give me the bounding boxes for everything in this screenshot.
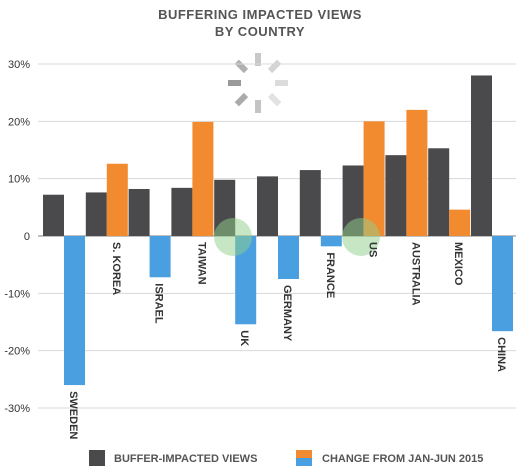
legend-swatch-change-negative xyxy=(296,458,312,466)
legend-swatch-change-positive xyxy=(296,450,312,458)
category-label: TAIWAN xyxy=(195,242,207,285)
y-tick-label: -20% xyxy=(4,346,30,358)
bar-change xyxy=(149,236,171,278)
category-labels: SWEDEN S. KOREA ISRAEL TAIWAN UK GERMANY FRANC… xyxy=(67,242,507,439)
bar-change xyxy=(406,109,428,236)
bar-change xyxy=(278,236,299,279)
bars xyxy=(43,75,513,386)
category-label: GERMANY xyxy=(281,285,293,342)
bar-change xyxy=(363,121,385,236)
bar-buffer-impacted xyxy=(471,75,492,236)
bar-change xyxy=(449,209,471,236)
bar-change xyxy=(320,236,342,247)
category-label: CHINA xyxy=(495,337,507,372)
highlight-circle-us xyxy=(342,218,380,256)
legend-label-change: CHANGE FROM JAN-JUN 2015 xyxy=(322,453,483,465)
highlight-circle-uk xyxy=(214,218,252,256)
category-label: MEXICO xyxy=(452,242,464,286)
bar-change xyxy=(106,163,128,236)
legend-label-buffer: BUFFER-IMPACTED VIEWS xyxy=(114,453,257,465)
category-label: AUSTRALIA xyxy=(409,242,421,306)
y-tick-label: 0 xyxy=(24,231,30,243)
bar-buffer-impacted xyxy=(43,194,64,236)
bar-buffer-impacted xyxy=(428,148,450,236)
bar-buffer-impacted xyxy=(385,155,407,236)
y-tick-label: -10% xyxy=(4,288,30,300)
legend: BUFFER-IMPACTED VIEWS CHANGE FROM JAN-JU… xyxy=(89,450,483,466)
y-tick-label: 30% xyxy=(8,59,30,71)
bar-change xyxy=(492,236,513,332)
category-label: US xyxy=(367,242,379,257)
category-label: FRANCE xyxy=(324,252,336,298)
category-label: ISRAEL xyxy=(153,283,165,324)
chart-title-line1: BUFFERING IMPACTED VIEWS xyxy=(158,7,362,22)
bar-buffer-impacted xyxy=(85,192,107,236)
bar-change xyxy=(192,121,214,236)
category-label: UK xyxy=(238,330,250,346)
y-tick-label: -30% xyxy=(4,403,30,415)
chart-title-line2: BY COUNTRY xyxy=(215,24,305,39)
category-label: SWEDEN xyxy=(67,391,79,439)
y-tick-label: 10% xyxy=(8,174,30,186)
bar-buffer-impacted xyxy=(257,176,278,236)
bar-change xyxy=(64,236,85,386)
loading-spinner-icon xyxy=(228,53,288,113)
y-axis: 30% 20% 10% 0 -10% -20% -30% xyxy=(4,59,30,415)
bar-buffer-impacted xyxy=(299,170,321,236)
category-label: S. KOREA xyxy=(110,242,122,295)
y-tick-label: 20% xyxy=(8,116,30,128)
bar-buffer-impacted xyxy=(128,188,150,236)
bar-change xyxy=(235,236,257,325)
legend-swatch-buffer xyxy=(89,450,105,466)
bar-buffer-impacted xyxy=(171,187,193,236)
